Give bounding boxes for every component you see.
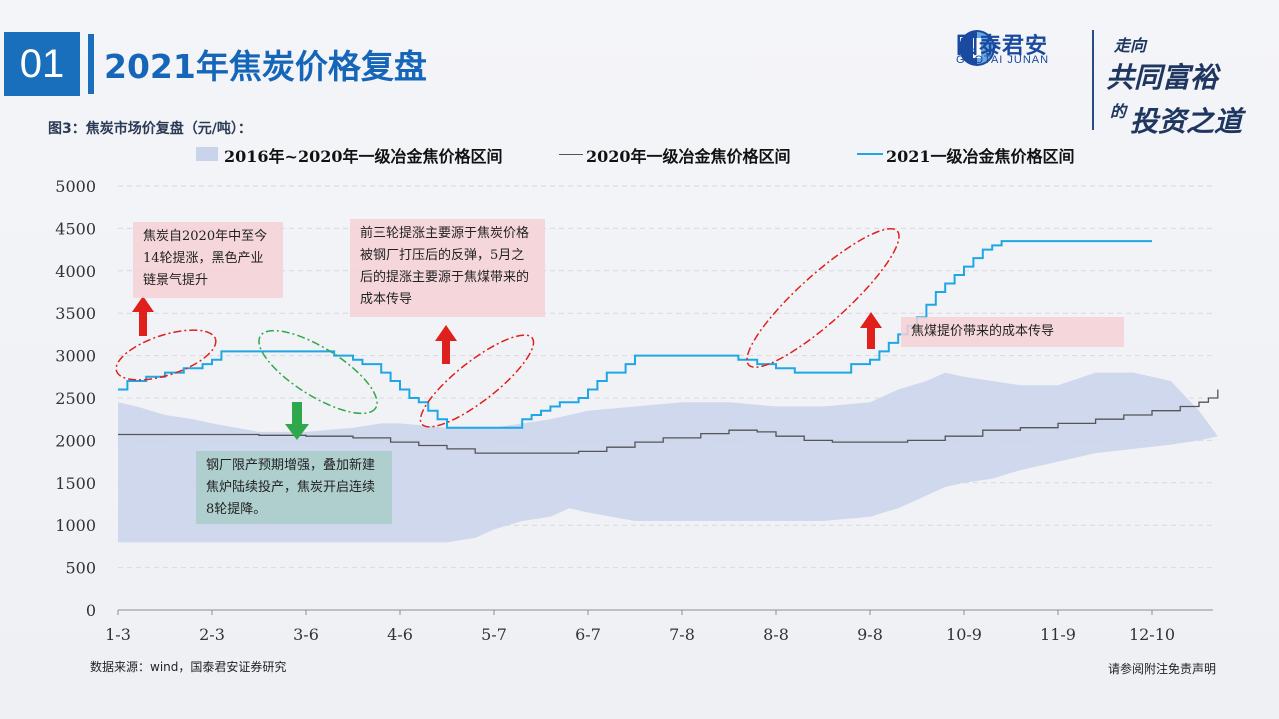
x-tick-label: 9-8 — [857, 625, 883, 644]
legend-swatch-band — [196, 147, 218, 161]
highlight-ellipse-jan — [115, 329, 217, 381]
annotation-cost-pass-through: 焦煤提价带来的成本传导 — [901, 317, 1124, 347]
y-tick-label: 5000 — [55, 177, 96, 196]
series-line-2020 — [118, 389, 1219, 454]
band-area — [118, 372, 1218, 543]
highlight-ellipse-may — [419, 334, 535, 428]
up-arrow-icon — [860, 312, 882, 349]
slogan-line1: 走向 — [1114, 36, 1147, 55]
x-tick-label: 2-3 — [199, 625, 225, 644]
legend-label-2021: 2021一级冶金焦价格区间 — [886, 147, 1075, 166]
page-title: 2021年焦炭价格复盘 — [104, 47, 427, 86]
x-tick-label: 8-8 — [763, 625, 789, 644]
legend-swatch-2021 — [857, 153, 883, 155]
y-tick-label: 3500 — [55, 304, 96, 323]
brand-name-cn: 国泰君安 — [956, 34, 1049, 59]
x-tick-label: 6-7 — [575, 625, 601, 644]
x-tick-label: 10-9 — [946, 625, 982, 644]
y-tick-label: 2500 — [55, 389, 96, 408]
y-tick-label: 500 — [65, 559, 96, 578]
slide-number: 01 — [4, 32, 80, 96]
axis-layer: 0 500 1000 1500 2000 2500 3000 3500 4000 4500 5000… — [55, 177, 1213, 644]
x-tick-label: 3-6 — [293, 625, 319, 644]
y-tick-label: 1000 — [55, 516, 96, 535]
brand-logo-icon — [959, 30, 995, 66]
data-source: 数据来源：wind，国泰君安证券研究 — [90, 660, 287, 674]
highlight-ellipse-sep — [746, 228, 900, 368]
brand-divider — [1092, 30, 1094, 130]
x-tick-label: 5-7 — [481, 625, 507, 644]
legend-label-2020: 2020年一级冶金焦价格区间 — [586, 147, 791, 166]
disclaimer-link[interactable]: 请参阅附注免责声明 — [1108, 662, 1217, 676]
up-arrow-icon — [435, 325, 457, 364]
annotation-fourteen-hikes: 焦炭自2020年中至今14轮提涨，黑色产业链景气提升 — [133, 222, 283, 298]
line-layer — [118, 240, 1219, 454]
y-tick-label: 2000 — [55, 431, 96, 450]
highlight-ellipse-mar — [258, 329, 378, 415]
y-tick-label: 1500 — [55, 474, 96, 493]
decoration-layer — [115, 228, 900, 440]
y-tick-label: 4000 — [55, 262, 96, 281]
figure-title: 图3：焦炭市场价复盘（元/吨）： — [48, 121, 252, 137]
y-tick-label: 4500 — [55, 219, 96, 238]
brand-slogan: 走向 共同富裕 的 投资之道 — [1100, 24, 1275, 140]
annotation-early-hikes: 前三轮提涨主要源于焦炭价格被钢厂打压后的反弹，5月之后的提涨主要源于焦煤带来的成… — [350, 219, 545, 317]
x-tick-label: 11-9 — [1040, 625, 1076, 644]
slogan-line4: 投资之道 — [1130, 105, 1243, 138]
x-tick-label: 4-6 — [387, 625, 413, 644]
slogan-line3: 的 — [1110, 102, 1127, 121]
y-tick-label: 0 — [86, 601, 96, 620]
legend-swatch-2020 — [559, 154, 583, 155]
band-layer — [118, 372, 1218, 543]
series-line-2021 — [118, 240, 1152, 429]
brand-name-en: GUOTAI JUNAN — [956, 54, 1050, 66]
x-tick-label: 12-10 — [1129, 625, 1175, 644]
slogan-line2: 共同富裕 — [1106, 61, 1219, 94]
down-arrow-icon — [285, 402, 309, 440]
x-tick-label: 1-3 — [105, 625, 131, 644]
legend-label-band: 2016年~2020年一级冶金焦价格区间 — [224, 147, 503, 166]
x-tick-label: 7-8 — [669, 625, 695, 644]
y-tick-label: 3000 — [55, 347, 96, 366]
annotation-eight-cuts: 钢厂限产预期增强，叠加新建焦炉陆续投产，焦炭开启连续8轮提降。 — [196, 451, 392, 524]
up-arrow-icon — [132, 296, 154, 336]
title-accent-bar — [88, 34, 94, 94]
